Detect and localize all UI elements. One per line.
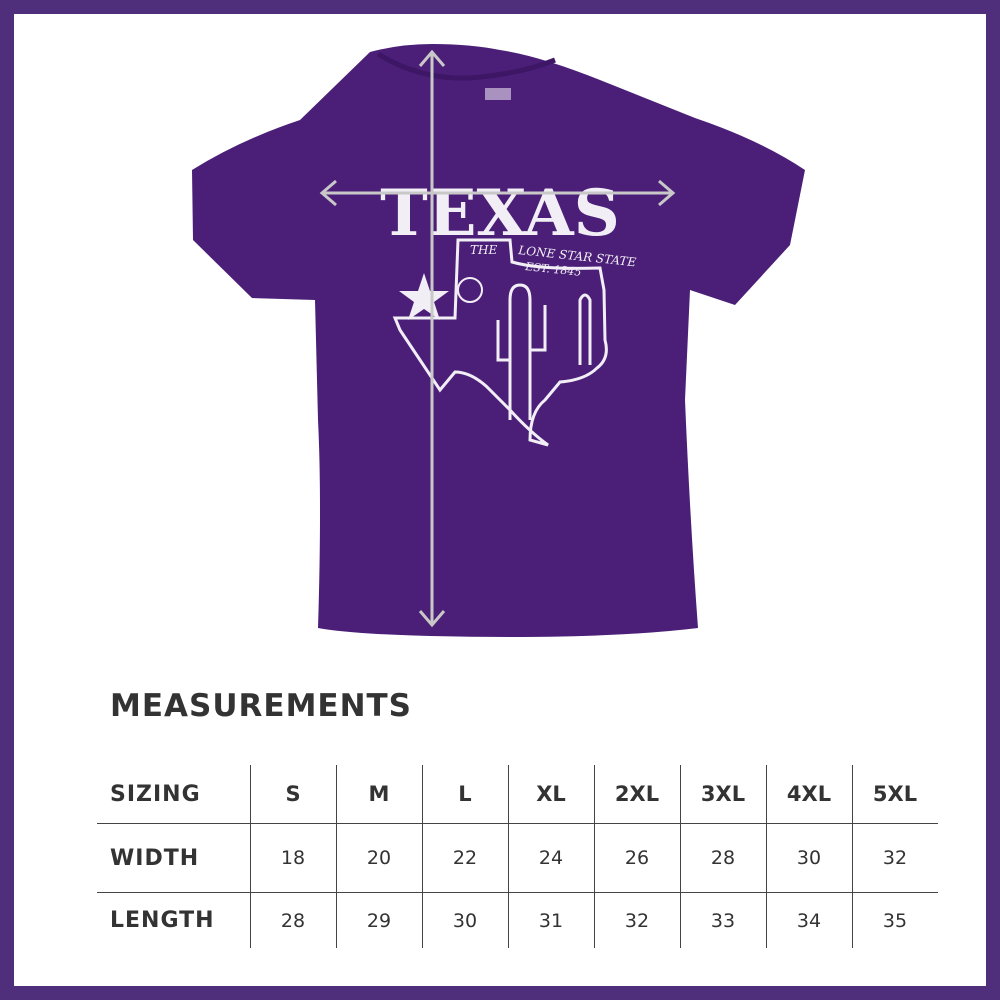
size-m: M (335, 765, 422, 824)
table-cell: 28 (679, 823, 766, 893)
table-cell: 31 (507, 892, 594, 948)
size-2xl: 2XL (593, 765, 680, 824)
table-cell: 22 (421, 823, 508, 893)
table-cell: 30 (421, 892, 508, 948)
size-4xl: 4XL (765, 765, 852, 824)
measure-arrows (319, 49, 676, 628)
table-cell: 30 (765, 823, 852, 893)
table-cell: 32 (593, 892, 680, 948)
size-s: S (249, 765, 336, 824)
size-chart-table: SIZING S M L XL 2XL 3XL 4XL 5XL WIDTH 18… (97, 765, 938, 948)
table-cell: 20 (335, 823, 422, 893)
row-label: LENGTH (110, 908, 215, 933)
table-cell: 32 (851, 823, 938, 893)
header-label: SIZING (97, 765, 250, 824)
measurements-title: MEASUREMENTS (110, 688, 413, 724)
table-cell: 18 (249, 823, 336, 893)
size-xl: XL (507, 765, 594, 824)
table-header-row: SIZING S M L XL 2XL 3XL 4XL 5XL (97, 765, 938, 824)
svg-text:THE: THE (470, 243, 497, 257)
table-cell: 35 (851, 892, 938, 948)
table-row-width: WIDTH 18 20 22 24 26 28 30 32 (97, 823, 938, 893)
size-3xl: 3XL (679, 765, 766, 824)
table-cell: 33 (679, 892, 766, 948)
table-cell: 29 (335, 892, 422, 948)
size-5xl: 5XL (851, 765, 938, 824)
collar (376, 51, 556, 81)
neck-label (485, 88, 511, 100)
table-row-length: LENGTH 28 29 30 31 32 33 34 35 (97, 892, 938, 948)
table-cell: 26 (593, 823, 680, 893)
table-cell: 34 (765, 892, 852, 948)
table-cell: 28 (249, 892, 336, 948)
texas-graphic: TEXAS THE LONE STAR STATE EST. 1845 (380, 176, 637, 447)
size-l: L (421, 765, 508, 824)
svg-text:EST. 1845: EST. 1845 (524, 260, 582, 279)
table-cell: 24 (507, 823, 594, 893)
row-label: WIDTH (97, 823, 250, 893)
